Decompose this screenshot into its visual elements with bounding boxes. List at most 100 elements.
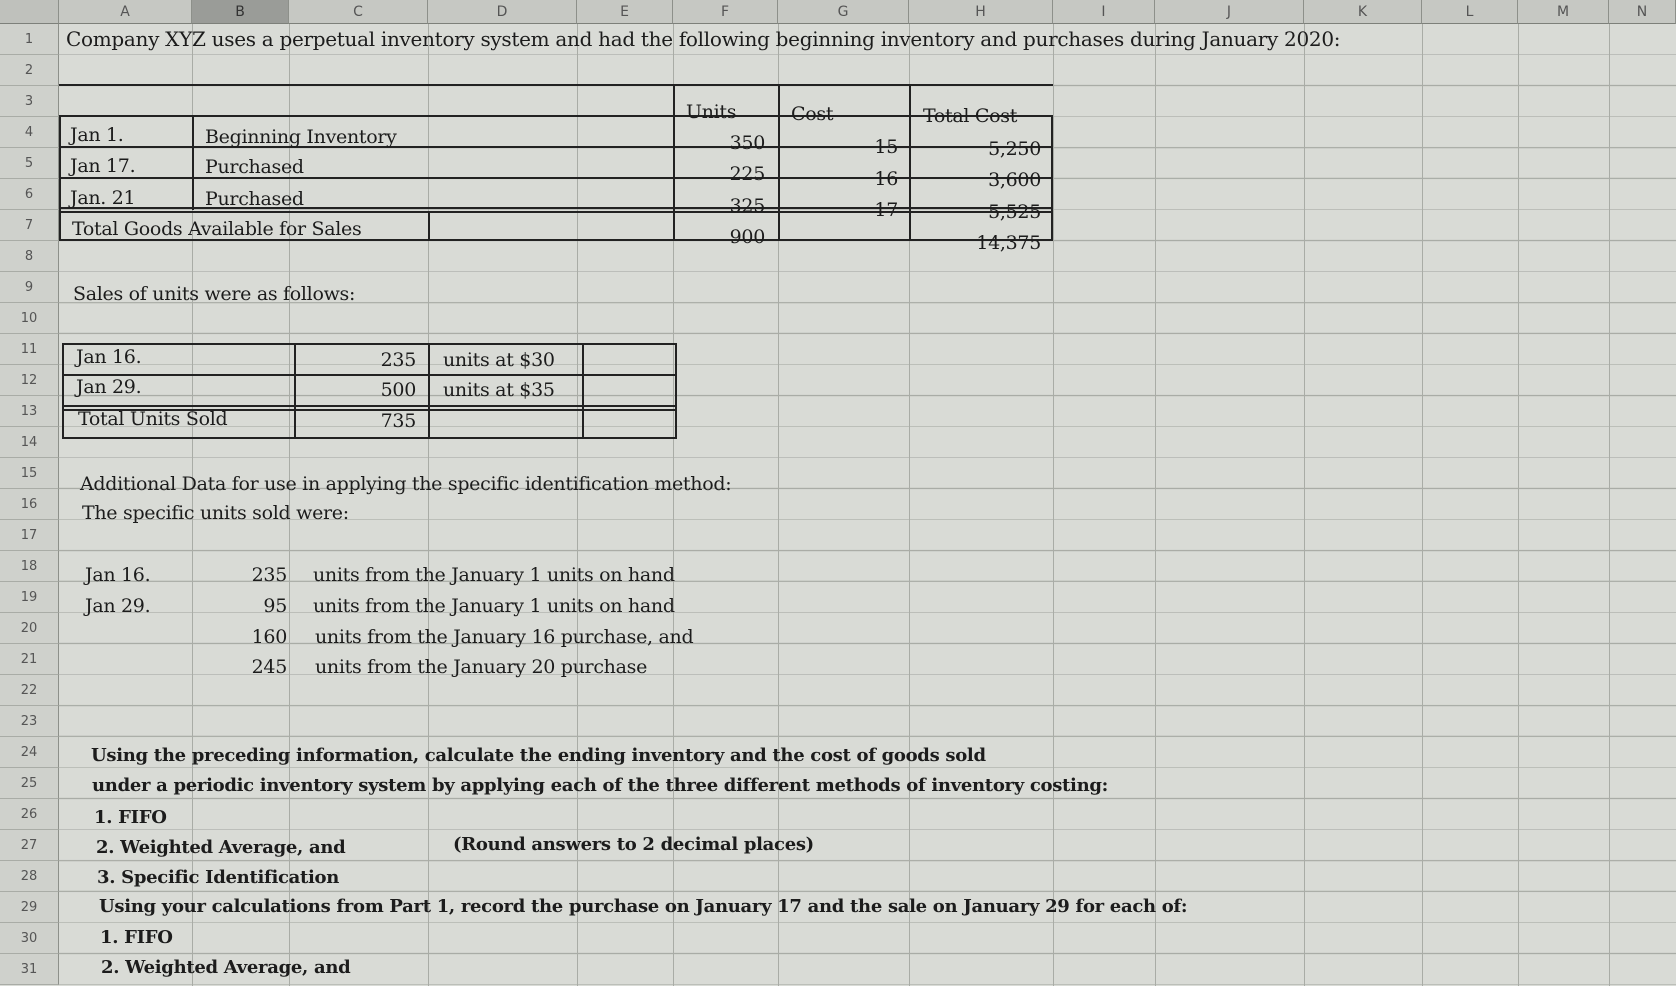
inv-row-total[interactable]: 5,250 [988,138,1041,160]
specific-row-units[interactable]: 245 [251,656,288,678]
sales-row-price[interactable]: units at $30 [443,349,555,371]
column-header-g[interactable]: G [778,0,909,24]
row-header-6[interactable]: 6 [0,179,59,210]
method-weighted-average[interactable]: 2. Weighted Average, and [96,837,346,858]
row-header-9[interactable]: 9 [0,272,59,303]
header-units[interactable]: Units [686,101,737,123]
specific-row-units[interactable]: 160 [251,626,288,648]
row-header-31[interactable]: 31 [0,954,59,985]
column-header-f[interactable]: F [673,0,778,24]
specific-intro-2[interactable]: The specific units sold were: [82,502,349,524]
sales-row-date[interactable]: Jan 29. [76,376,142,398]
round-note[interactable]: (Round answers to 2 decimal places) [453,834,814,855]
inv-row-date[interactable]: Jan 17. [70,155,136,177]
specific-row-text[interactable]: units from the January 1 units on hand [313,564,675,586]
inv-row-desc[interactable]: Purchased [205,188,304,210]
row-header-10[interactable]: 10 [0,303,59,334]
part2-weighted-average[interactable]: 2. Weighted Average, and [101,957,351,978]
row-header-26[interactable]: 26 [0,799,59,830]
specific-row-text[interactable]: units from the January 16 purchase, and [315,626,694,648]
column-header-c[interactable]: C [289,0,428,24]
row-header-16[interactable]: 16 [0,489,59,520]
specific-row-date[interactable]: Jan 16. [85,564,151,586]
specific-row-date[interactable]: Jan 29. [85,595,151,617]
inv-row-total[interactable]: 3,600 [988,169,1041,191]
row-header-29[interactable]: 29 [0,892,59,923]
row-header-2[interactable]: 2 [0,55,59,86]
instructions-line-1[interactable]: Using the preceding information, calcula… [91,745,986,766]
sales-intro[interactable]: Sales of units were as follows: [73,283,356,305]
row-header-18[interactable]: 18 [0,551,59,582]
part2-fifo[interactable]: 1. FIFO [100,927,173,948]
row-header-22[interactable]: 22 [0,675,59,706]
row-header-17[interactable]: 17 [0,520,59,551]
method-fifo[interactable]: 1. FIFO [94,807,167,828]
table-border [59,211,1053,213]
specific-row-text[interactable]: units from the January 20 purchase [315,656,648,678]
column-header-i[interactable]: I [1053,0,1155,24]
column-header-a[interactable]: A [59,0,192,24]
sales-row-price[interactable]: units at $35 [443,379,555,401]
row-header-5[interactable]: 5 [0,148,59,179]
row-header-14[interactable]: 14 [0,427,59,458]
row-header-11[interactable]: 11 [0,334,59,365]
row-header-1[interactable]: 1 [0,24,59,55]
column-header-h[interactable]: H [909,0,1053,24]
instructions-line-2[interactable]: under a periodic inventory system by app… [92,775,1109,796]
row-header-12[interactable]: 12 [0,365,59,396]
row-header-8[interactable]: 8 [0,241,59,272]
column-header-m[interactable]: M [1518,0,1609,24]
column-header-j[interactable]: J [1155,0,1304,24]
inv-row-date[interactable]: Jan. 21 [70,187,136,209]
row-header-3[interactable]: 3 [0,86,59,117]
row-header-21[interactable]: 21 [0,644,59,675]
column-header-n[interactable]: N [1609,0,1676,24]
inv-row-units[interactable]: 225 [729,163,766,185]
inv-row-desc[interactable]: Beginning Inventory [205,126,397,148]
inv-row-units[interactable]: 350 [729,132,766,154]
inv-total-units[interactable]: 900 [729,226,766,248]
row-header-13[interactable]: 13 [0,396,59,427]
inv-row-cost[interactable]: 15 [874,136,898,158]
row-header-20[interactable]: 20 [0,613,59,644]
column-header-d[interactable]: D [428,0,577,24]
sales-row-units[interactable]: 235 [380,349,417,371]
inv-row-cost[interactable]: 17 [874,199,898,221]
column-header-b[interactable]: B [192,0,289,24]
method-specific-identification[interactable]: 3. Specific Identification [97,867,340,888]
row-header-15[interactable]: 15 [0,458,59,489]
sales-total-units[interactable]: 735 [380,410,417,432]
row-header-23[interactable]: 23 [0,706,59,737]
specific-row-units[interactable]: 95 [263,595,287,617]
header-total-cost[interactable]: Total Cost [923,105,1018,127]
row-header-28[interactable]: 28 [0,861,59,892]
sales-row-date[interactable]: Jan 16. [76,346,142,368]
row-header-27[interactable]: 27 [0,830,59,861]
inv-total-label[interactable]: Total Goods Available for Sales [72,218,362,240]
inv-row-date[interactable]: Jan 1. [70,124,124,146]
row-header-7[interactable]: 7 [0,210,59,241]
sales-total-label[interactable]: Total Units Sold [78,408,228,430]
column-header-k[interactable]: K [1304,0,1422,24]
inv-total-cost[interactable]: 14,375 [976,232,1041,254]
inv-row-total[interactable]: 5,525 [988,201,1041,223]
column-header-l[interactable]: L [1422,0,1518,24]
part2-instructions[interactable]: Using your calculations from Part 1, rec… [99,896,1188,917]
row-header-19[interactable]: 19 [0,582,59,613]
row-header-4[interactable]: 4 [0,117,59,148]
row-header-24[interactable]: 24 [0,737,59,768]
column-header-e[interactable]: E [577,0,673,24]
row-header-30[interactable]: 30 [0,923,59,954]
row-header-25[interactable]: 25 [0,768,59,799]
specific-row-units[interactable]: 235 [251,564,288,586]
intro-text[interactable]: Company XYZ uses a perpetual inventory s… [66,27,1341,51]
inv-row-units[interactable]: 325 [729,195,766,217]
inv-row-desc[interactable]: Purchased [205,156,304,178]
inv-row-cost[interactable]: 16 [874,168,898,190]
specific-intro-1[interactable]: Additional Data for use in applying the … [80,473,732,495]
sales-row-units[interactable]: 500 [380,379,417,401]
specific-row-text[interactable]: units from the January 1 units on hand [313,595,675,617]
select-all-corner[interactable] [0,0,59,24]
header-cost[interactable]: Cost [791,103,834,125]
